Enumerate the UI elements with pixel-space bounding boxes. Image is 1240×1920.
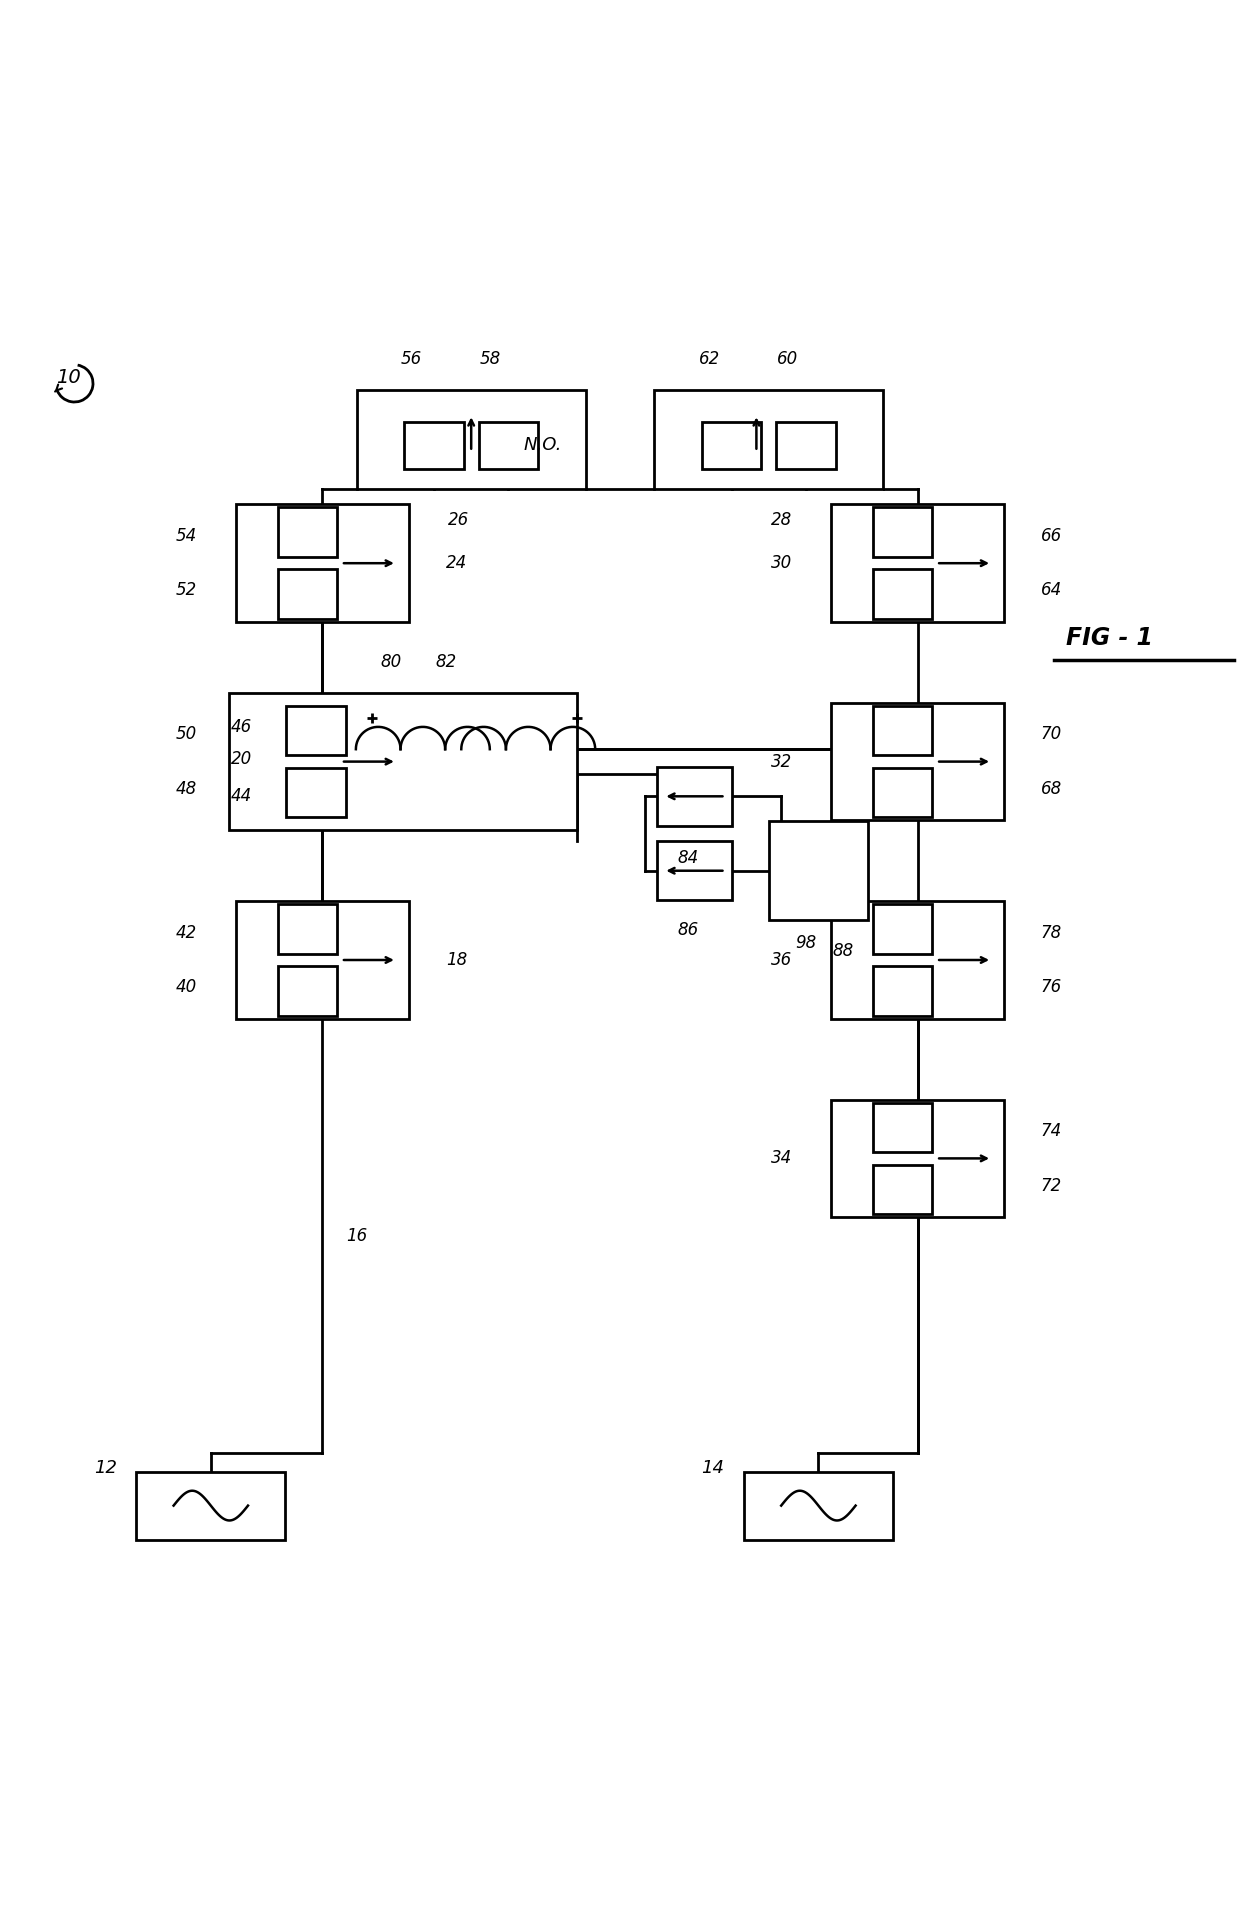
- Bar: [873, 1102, 932, 1152]
- Bar: [873, 1165, 932, 1213]
- Text: 16: 16: [346, 1227, 368, 1244]
- Bar: [831, 900, 1004, 1020]
- Text: 32: 32: [770, 753, 792, 770]
- Text: 54: 54: [175, 526, 197, 545]
- Text: 46: 46: [231, 718, 253, 735]
- Text: 70: 70: [1040, 726, 1063, 743]
- Text: 18: 18: [445, 950, 467, 970]
- Bar: [655, 390, 883, 490]
- Text: 24: 24: [445, 555, 467, 572]
- Text: 30: 30: [770, 555, 792, 572]
- Text: 44: 44: [231, 787, 253, 804]
- Text: 10: 10: [56, 369, 81, 386]
- Text: 40: 40: [175, 979, 197, 996]
- Text: 98: 98: [795, 933, 817, 952]
- Bar: [236, 505, 409, 622]
- Text: 86: 86: [677, 922, 699, 939]
- Text: 12: 12: [94, 1459, 117, 1476]
- Text: 62: 62: [698, 349, 720, 367]
- Bar: [286, 768, 346, 818]
- Bar: [831, 703, 1004, 820]
- Bar: [873, 570, 932, 618]
- Text: 76: 76: [1040, 979, 1063, 996]
- Bar: [702, 422, 761, 468]
- Text: 88: 88: [832, 943, 854, 960]
- Bar: [278, 904, 337, 954]
- Text: 80: 80: [379, 653, 402, 672]
- Bar: [278, 570, 337, 618]
- Bar: [744, 1471, 893, 1540]
- Bar: [873, 904, 932, 954]
- Bar: [831, 1100, 1004, 1217]
- Text: 72: 72: [1040, 1177, 1063, 1194]
- Text: 50: 50: [175, 726, 197, 743]
- Bar: [769, 822, 868, 920]
- Text: 78: 78: [1040, 924, 1063, 941]
- Bar: [278, 707, 337, 755]
- Text: 48: 48: [175, 780, 197, 799]
- Text: 60: 60: [776, 349, 799, 367]
- Bar: [873, 768, 932, 818]
- Bar: [236, 703, 409, 820]
- Bar: [657, 841, 732, 900]
- Text: 64: 64: [1040, 582, 1063, 599]
- Text: 68: 68: [1040, 780, 1063, 799]
- Text: 20: 20: [231, 751, 253, 768]
- Text: 28: 28: [770, 511, 792, 528]
- Bar: [136, 1471, 285, 1540]
- Bar: [657, 766, 732, 826]
- Text: 56: 56: [401, 349, 423, 367]
- Bar: [873, 707, 932, 755]
- Text: 58: 58: [479, 349, 501, 367]
- Text: 74: 74: [1040, 1121, 1063, 1140]
- Text: 26: 26: [448, 511, 470, 528]
- Bar: [278, 966, 337, 1016]
- Text: 82: 82: [435, 653, 458, 672]
- Text: 52: 52: [175, 582, 197, 599]
- Bar: [236, 900, 409, 1020]
- Bar: [873, 507, 932, 557]
- Bar: [286, 707, 346, 755]
- Text: 22: 22: [445, 753, 467, 770]
- Text: 14: 14: [702, 1459, 724, 1476]
- Bar: [404, 422, 464, 468]
- Text: 42: 42: [175, 924, 197, 941]
- Bar: [831, 505, 1004, 622]
- Bar: [357, 390, 585, 490]
- Text: 66: 66: [1040, 526, 1063, 545]
- Text: 84: 84: [677, 849, 699, 868]
- Bar: [873, 966, 932, 1016]
- Bar: [776, 422, 836, 468]
- Bar: [229, 693, 577, 829]
- Bar: [278, 768, 337, 818]
- Text: 36: 36: [770, 950, 792, 970]
- Text: 34: 34: [770, 1150, 792, 1167]
- Text: FIG - 1: FIG - 1: [1066, 626, 1153, 649]
- Bar: [278, 507, 337, 557]
- Text: N.O.: N.O.: [525, 436, 562, 455]
- Bar: [479, 422, 538, 468]
